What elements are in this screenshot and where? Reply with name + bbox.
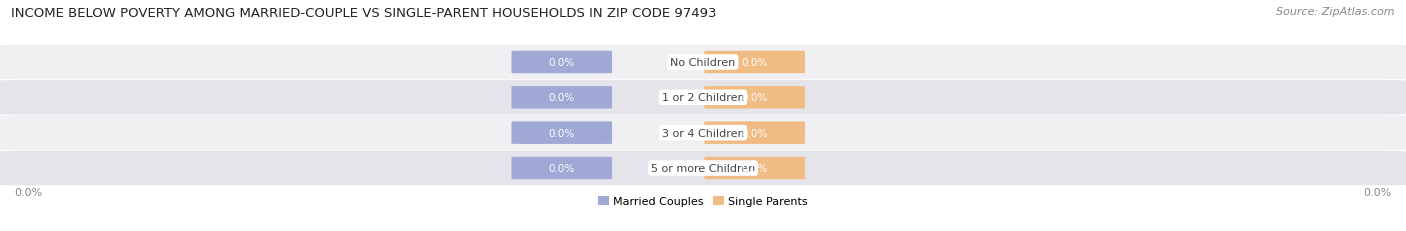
Text: No Children: No Children (671, 58, 735, 68)
Text: 0.0%: 0.0% (741, 93, 768, 103)
FancyBboxPatch shape (704, 157, 806, 179)
FancyBboxPatch shape (704, 52, 806, 74)
FancyBboxPatch shape (704, 122, 806, 144)
FancyBboxPatch shape (0, 116, 1406, 150)
Text: Source: ZipAtlas.com: Source: ZipAtlas.com (1277, 7, 1395, 17)
Text: 1 or 2 Children: 1 or 2 Children (662, 93, 744, 103)
FancyBboxPatch shape (512, 122, 612, 144)
Text: 5 or more Children: 5 or more Children (651, 163, 755, 173)
Text: 0.0%: 0.0% (14, 188, 42, 198)
Text: 0.0%: 0.0% (548, 128, 575, 138)
Text: 3 or 4 Children: 3 or 4 Children (662, 128, 744, 138)
Text: 0.0%: 0.0% (548, 93, 575, 103)
FancyBboxPatch shape (0, 46, 1406, 80)
Text: 0.0%: 0.0% (548, 163, 575, 173)
FancyBboxPatch shape (512, 52, 612, 74)
Text: 0.0%: 0.0% (548, 58, 575, 68)
Text: 0.0%: 0.0% (741, 58, 768, 68)
FancyBboxPatch shape (0, 151, 1406, 185)
Text: 0.0%: 0.0% (741, 163, 768, 173)
Text: INCOME BELOW POVERTY AMONG MARRIED-COUPLE VS SINGLE-PARENT HOUSEHOLDS IN ZIP COD: INCOME BELOW POVERTY AMONG MARRIED-COUPL… (11, 7, 717, 20)
Text: 0.0%: 0.0% (1364, 188, 1392, 198)
FancyBboxPatch shape (704, 87, 806, 109)
Legend: Married Couples, Single Parents: Married Couples, Single Parents (593, 191, 813, 210)
FancyBboxPatch shape (512, 157, 612, 179)
FancyBboxPatch shape (0, 81, 1406, 115)
FancyBboxPatch shape (512, 87, 612, 109)
Text: 0.0%: 0.0% (741, 128, 768, 138)
